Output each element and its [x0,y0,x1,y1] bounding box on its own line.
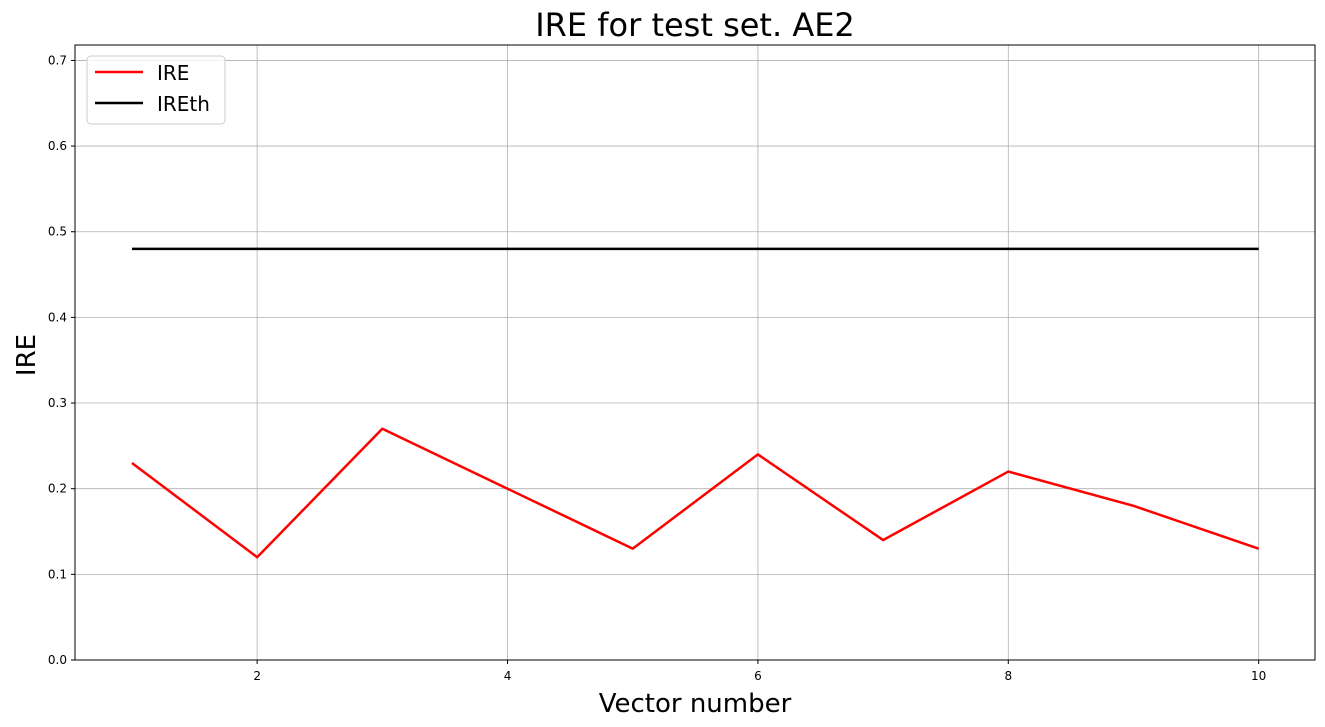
y-tick-label: 0.4 [48,310,67,324]
x-tick-label: 4 [504,669,512,683]
x-tick-label: 10 [1251,669,1266,683]
y-axis-label: IRE [12,334,42,376]
legend-label-ireth: IREth [157,92,210,116]
x-axis-label: Vector number [599,689,792,719]
grid [75,45,1315,661]
x-tick-label: 8 [1004,669,1012,683]
y-tick-label: 0.7 [48,53,67,67]
y-tick-label: 0.3 [48,396,67,410]
y-tick-label: 0.6 [48,139,67,153]
y-tick-label: 0.2 [48,482,67,496]
x-tick-label: 2 [253,669,261,683]
series-lines [131,247,1260,559]
y-tick-label: 0.5 [48,225,67,239]
plot-frame [74,44,1316,661]
x-tick-label: 6 [754,669,762,683]
x-axis-ticks: 2 4 6 8 10 [253,660,1266,683]
y-tick-label: 0.0 [48,653,67,667]
legend: IRE IREth [86,55,226,125]
y-axis-ticks: 0.0 0.1 0.2 0.3 0.4 0.5 0.6 0.7 [48,53,75,667]
chart-title: IRE for test set. AE2 [535,6,855,44]
y-tick-label: 0.1 [48,567,67,581]
series-line-ire [131,427,1260,559]
legend-label-ire: IRE [157,61,189,85]
